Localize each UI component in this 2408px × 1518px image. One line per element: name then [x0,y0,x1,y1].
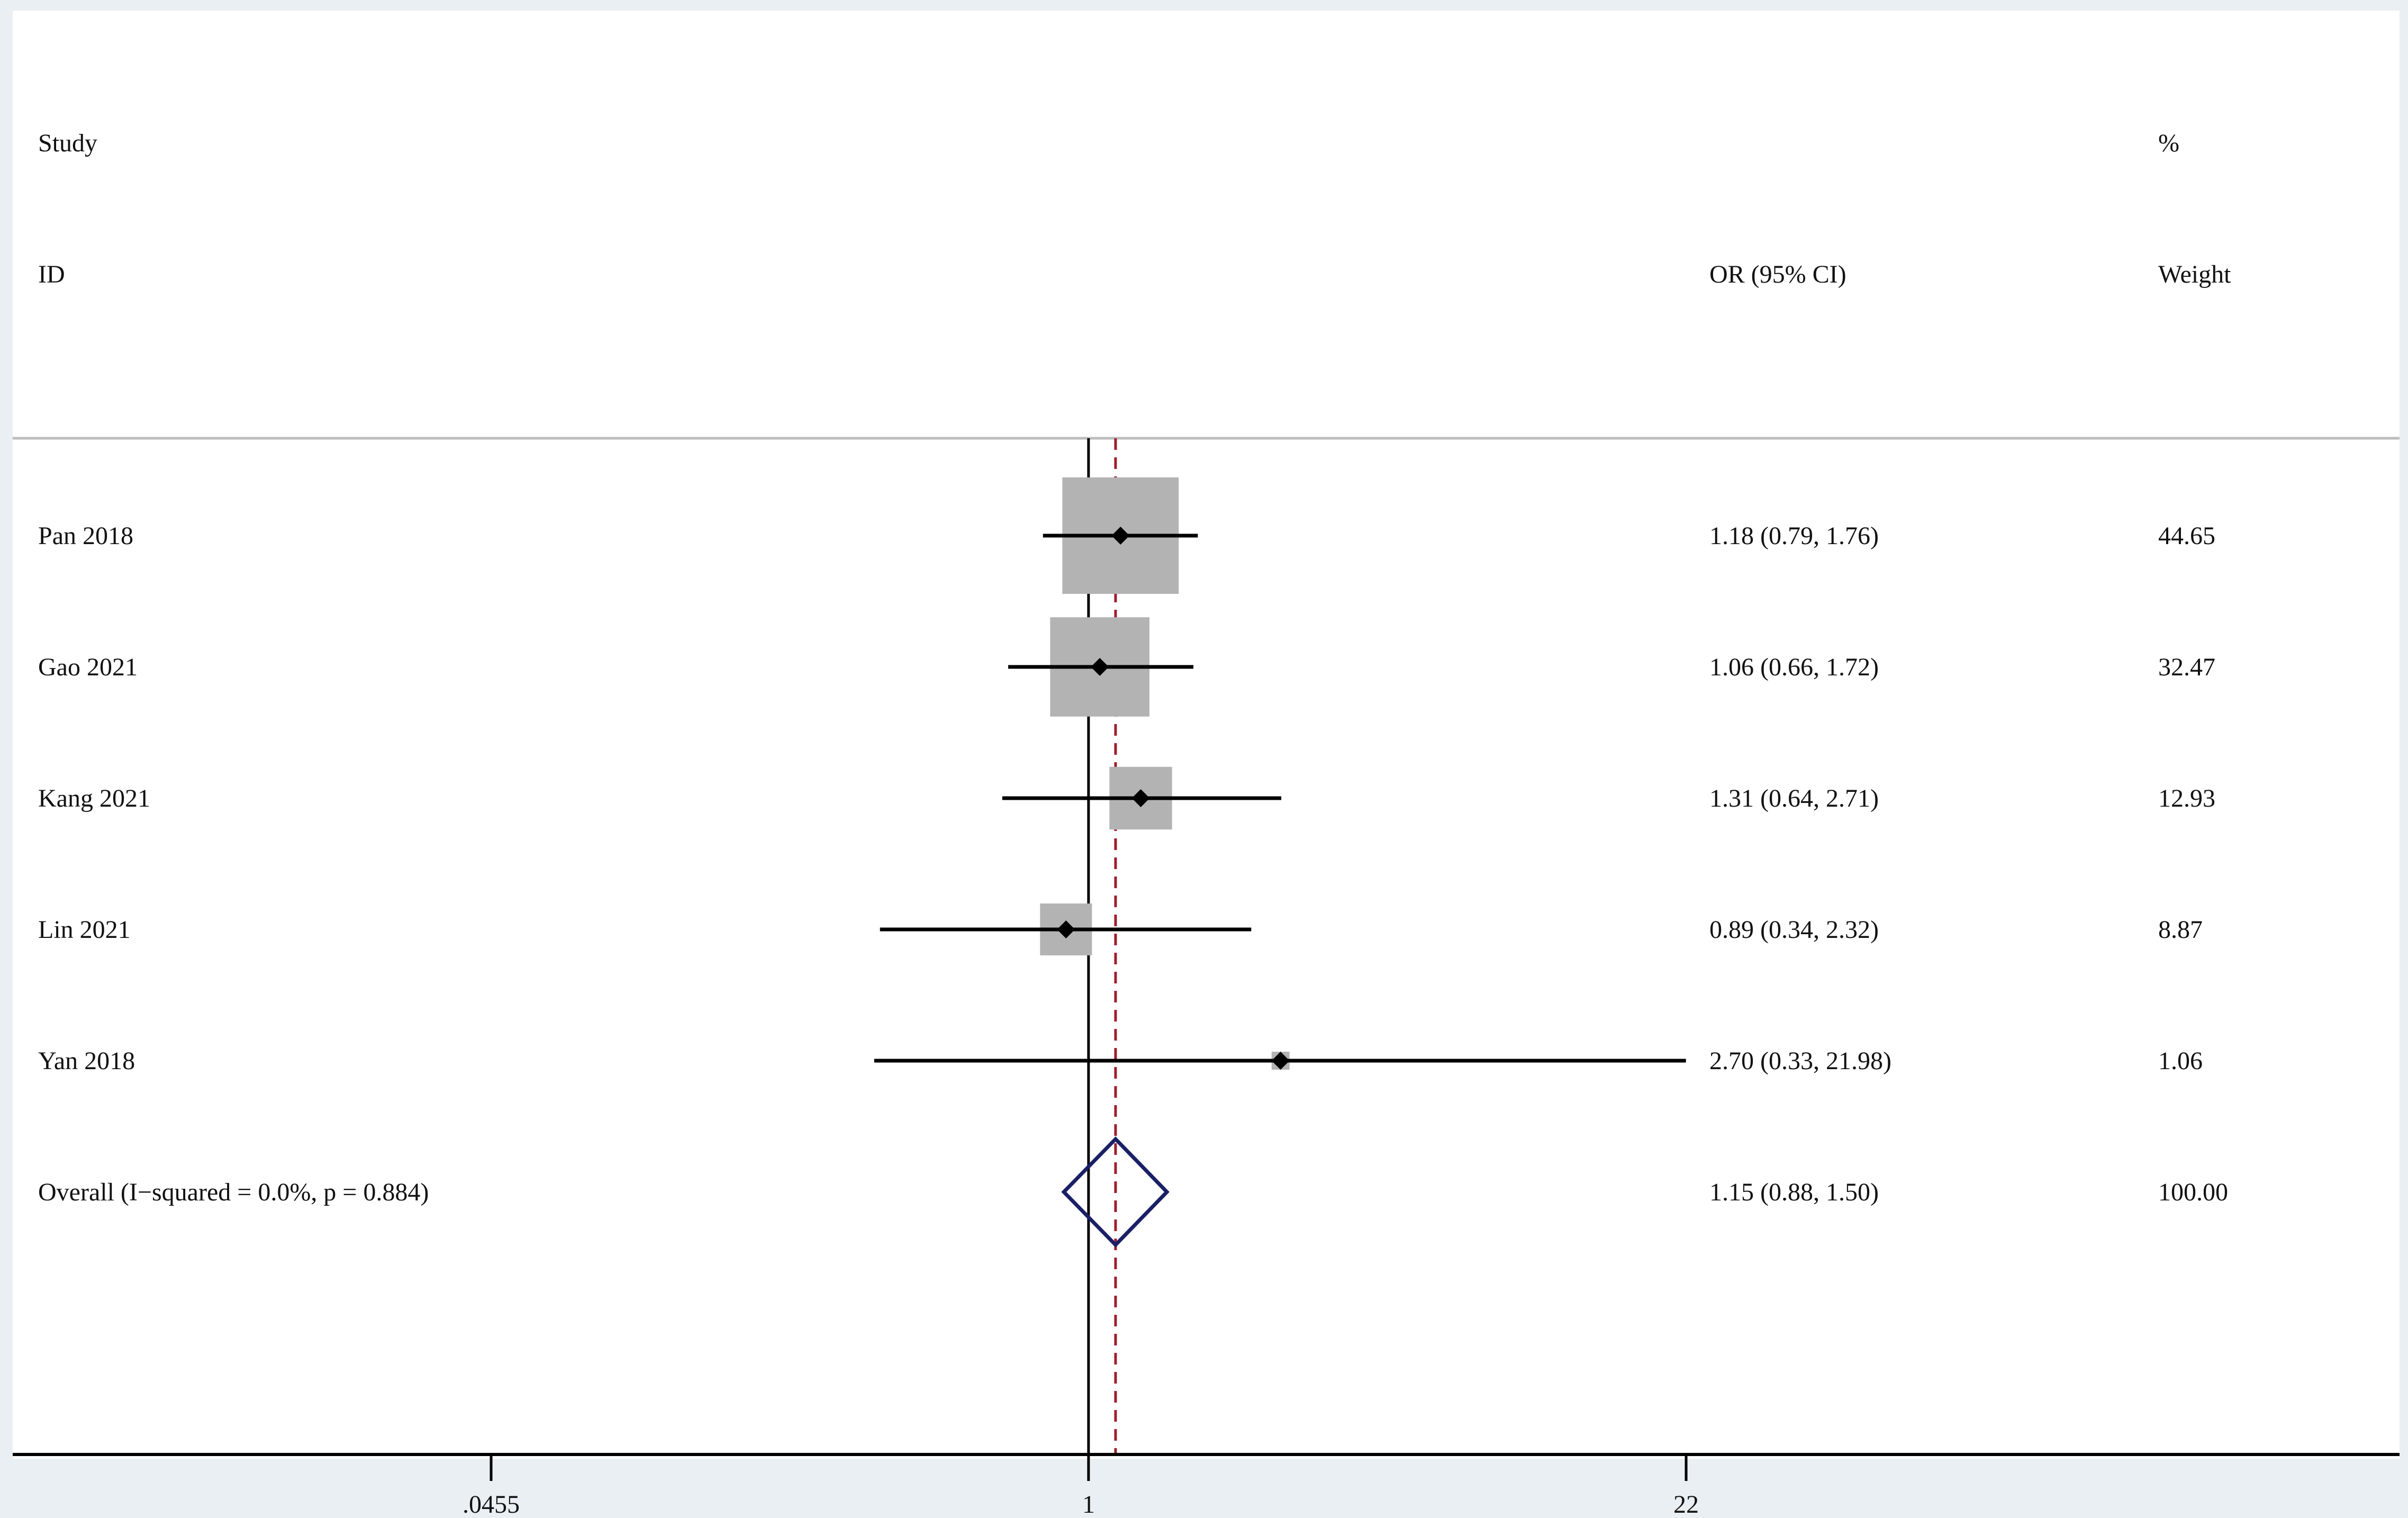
overall-diamond [1061,1136,1170,1248]
header-study: Study [38,129,97,157]
x-tick-label: 1 [1082,1490,1095,1518]
header-id: ID [38,260,65,288]
point-estimate [1271,1052,1290,1070]
study-row: Pan 2018 1.18 (0.79, 1.76) 44.65 [38,477,2215,594]
x-tick-label: .0455 [463,1490,520,1518]
study-or-ci: 2.70 (0.33, 21.98) [1709,1047,1891,1075]
study-name: Lin 2021 [38,916,131,944]
study-row: Yan 2018 2.70 (0.33, 21.98) 1.06 [38,1047,2203,1075]
header-effect-label: OR (95% CI) [1709,260,1846,288]
study-weight: 8.87 [2158,916,2203,944]
study-row: Gao 2021 1.06 (0.66, 1.72) 32.47 [38,617,2215,717]
point-estimate [1091,658,1109,676]
point-estimate [1057,920,1075,938]
study-row: Lin 2021 0.89 (0.34, 2.32) 8.87 [38,903,2203,956]
plot-panel [13,11,2400,1459]
header-weight: Weight [2158,260,2231,288]
study-name: Pan 2018 [38,522,133,550]
study-or-ci: 0.89 (0.34, 2.32) [1709,916,1879,944]
study-weight: 1.06 [2158,1047,2203,1075]
x-tick-label: 22 [1673,1490,1699,1518]
overall-row: Overall (I−squared = 0.0%, p = 0.884) 1.… [38,1136,2228,1248]
study-weight: 32.47 [2158,653,2215,681]
study-name: Kang 2021 [38,784,150,812]
study-or-ci: 1.06 (0.66, 1.72) [1709,653,1879,681]
study-weight: 44.65 [2158,522,2215,550]
x-axis: .0455 1 22 [13,1453,2400,1518]
study-or-ci: 1.18 (0.79, 1.76) [1709,522,1879,550]
point-estimate [1111,527,1130,545]
study-or-ci: 1.31 (0.64, 2.71) [1709,784,1879,812]
study-rows: Pan 2018 1.18 (0.79, 1.76) 44.65 Gao 2021 1.… [38,477,2215,1075]
header-weight-percent: % [2158,129,2179,157]
overall-or-ci: 1.15 (0.88, 1.50) [1709,1178,1879,1206]
point-estimate [1131,789,1150,807]
study-name: Gao 2021 [38,653,138,681]
study-weight: 12.93 [2158,784,2215,812]
study-name: Yan 2018 [38,1047,135,1075]
header: Study ID OR (95% CI) % Weight [38,129,2231,288]
overall-label: Overall (I−squared = 0.0%, p = 0.884) [38,1178,429,1206]
study-row: Kang 2021 1.31 (0.64, 2.71) 12.93 [38,766,2215,830]
overall-weight: 100.00 [2158,1178,2228,1206]
